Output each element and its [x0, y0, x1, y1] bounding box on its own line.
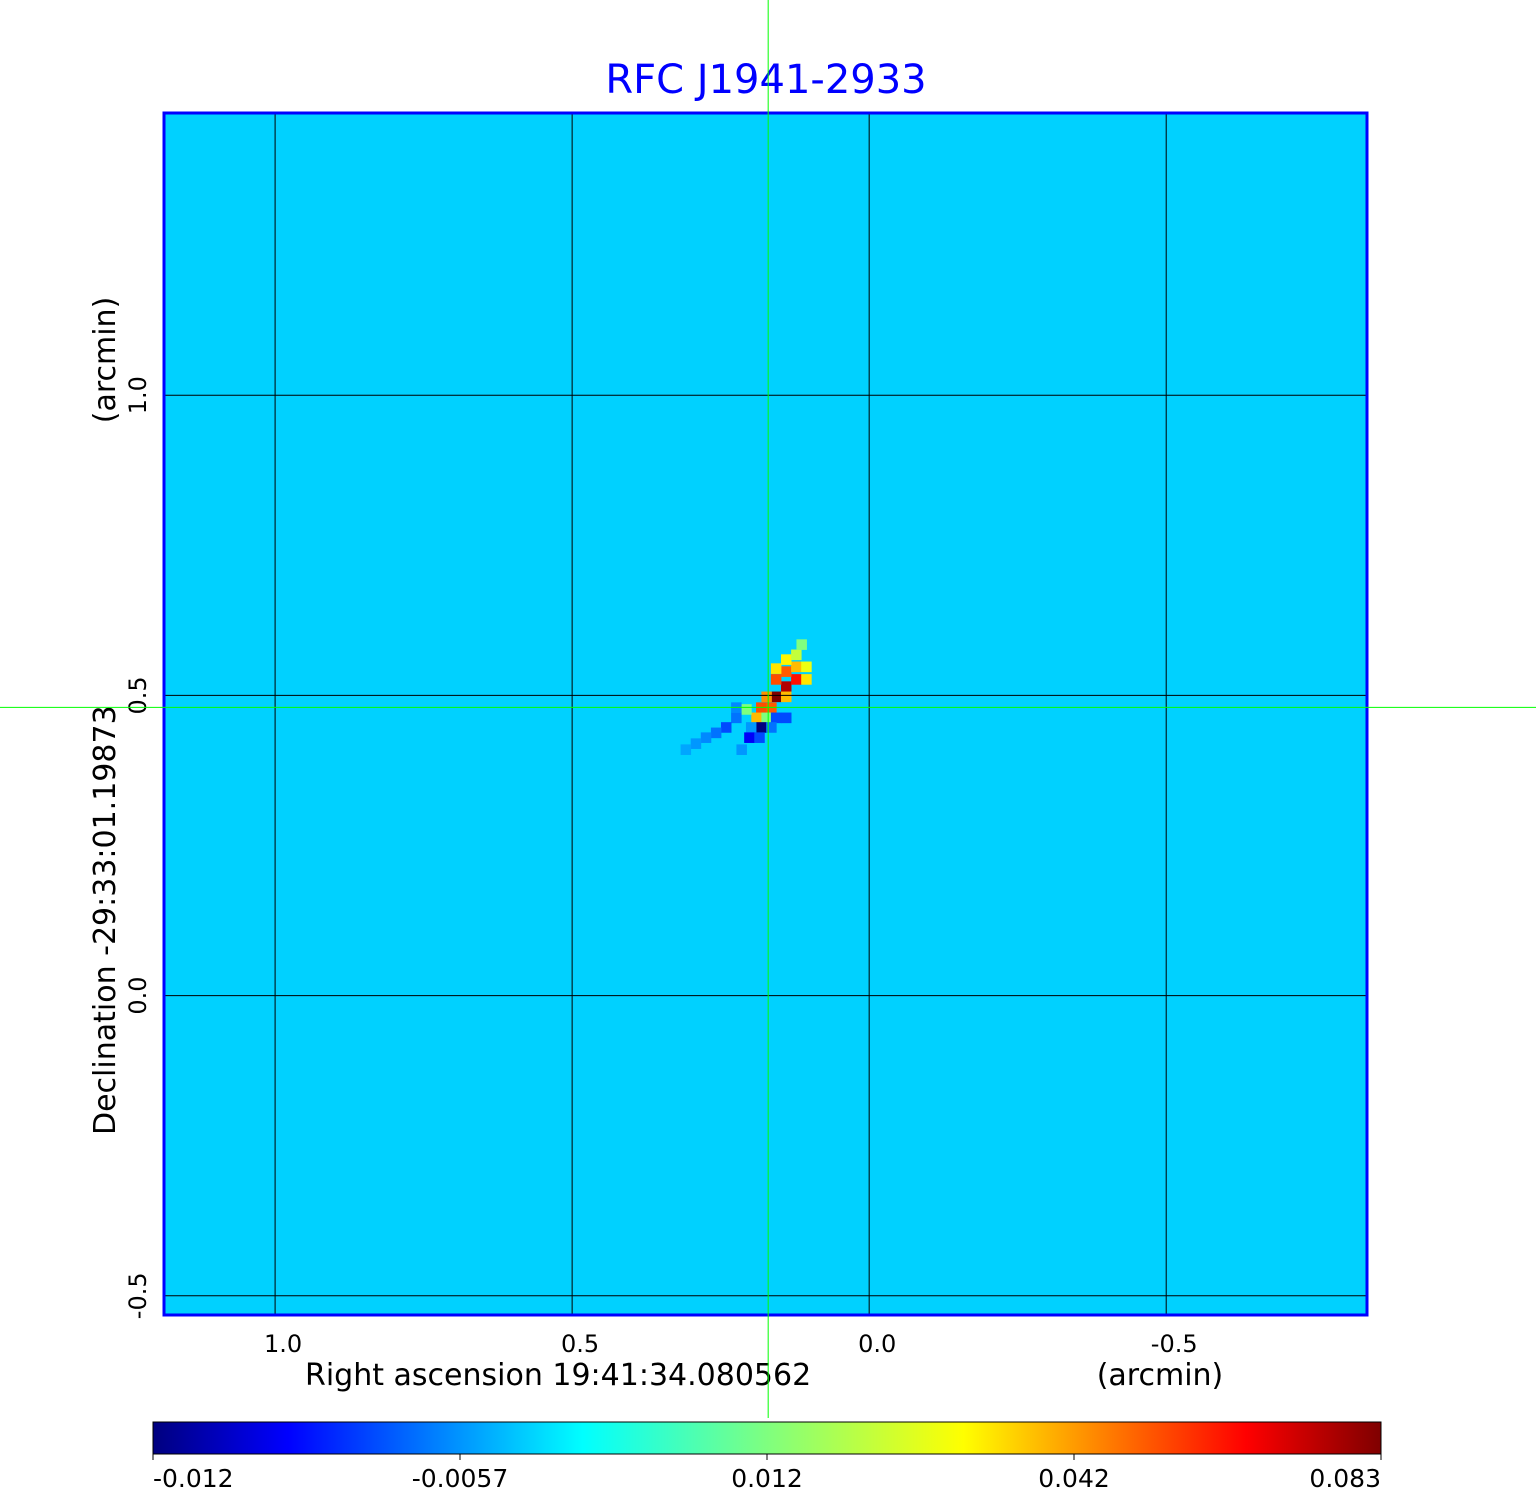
colorbar-tick-label: -0.012 — [153, 1464, 234, 1493]
x-tick-label: -0.5 — [1151, 1330, 1198, 1358]
image-pixel — [744, 732, 755, 743]
image-pixel — [736, 744, 747, 755]
colorbar-tick-label: 0.012 — [731, 1464, 803, 1493]
image-pixel — [756, 722, 767, 733]
image-pixel — [770, 712, 782, 724]
image-pixel — [741, 704, 752, 715]
image-pixel — [791, 661, 802, 673]
y-axis-unit: (arcmin) — [88, 297, 123, 424]
image-pixel — [761, 691, 772, 703]
image-pixel — [766, 722, 777, 733]
image-pixel — [745, 722, 757, 733]
image-pixel — [770, 691, 782, 703]
x-axis-label: Right ascension 19:41:34.080562 — [305, 1358, 811, 1393]
image-pixel — [754, 732, 765, 743]
colorbar-ticks: -0.012 -0.0057 0.012 0.042 0.083 — [152, 1454, 1382, 1493]
image-pixel — [761, 712, 772, 724]
coordinate-grid — [164, 113, 1367, 1315]
x-tick-label: 1.0 — [264, 1330, 302, 1358]
crosshair — [0, 0, 1536, 1418]
image-pixel — [721, 722, 732, 733]
chart-title: RFC J1941-2933 — [605, 57, 926, 103]
image-pixel — [781, 691, 792, 703]
image-pixel — [801, 674, 812, 685]
y-tick-label: 0.5 — [124, 676, 152, 714]
image-pixel — [770, 663, 782, 674]
y-axis-label: Declination -29:33:01.19873 — [88, 705, 123, 1135]
image-pixel — [781, 666, 792, 677]
source-pixels — [680, 639, 812, 755]
y-tick-label: 0.0 — [124, 977, 152, 1015]
x-tick-labels: 1.0 0.5 0.0 -0.5 — [264, 1330, 1198, 1358]
x-tick-label: 0.0 — [858, 1330, 896, 1358]
colorbar-tick-label: -0.0057 — [412, 1464, 509, 1493]
image-pixel — [796, 639, 807, 650]
image-pixel — [731, 712, 742, 724]
y-tick-label: -0.5 — [124, 1272, 152, 1319]
image-pixel — [770, 674, 782, 685]
image-pixel — [781, 681, 792, 692]
x-tick-label: 0.5 — [561, 1330, 599, 1358]
image-pixel — [690, 738, 702, 749]
image-pixel — [791, 649, 802, 661]
image-pixel — [680, 744, 692, 755]
x-axis-unit: (arcmin) — [1097, 1358, 1224, 1393]
y-tick-label: 1.0 — [124, 376, 152, 414]
image-pixel — [781, 654, 792, 665]
plot-frame — [162, 111, 1369, 1317]
image-pixel — [781, 712, 792, 724]
colorbar — [152, 1421, 1382, 1455]
image-pixel — [700, 732, 712, 743]
colorbar-tick-label: 0.083 — [1309, 1464, 1381, 1493]
image-pixel — [710, 727, 722, 739]
colorbar-tick-label: 0.042 — [1038, 1464, 1110, 1493]
image-pixel — [801, 661, 812, 673]
y-tick-labels: 1.0 0.5 0.0 -0.5 — [124, 376, 152, 1319]
image-pixel — [751, 712, 762, 724]
image-pixel — [791, 674, 802, 685]
